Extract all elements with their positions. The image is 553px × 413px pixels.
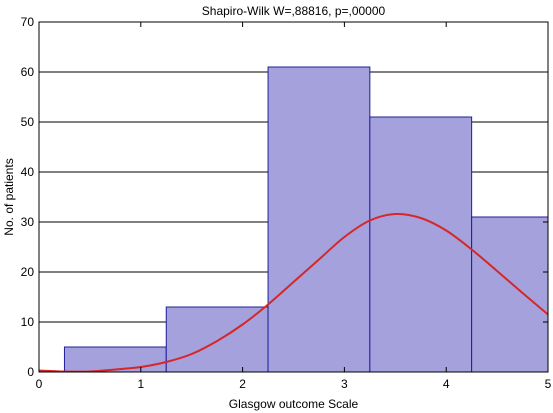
y-tick-label: 0 [27, 365, 34, 379]
x-tick-label: 5 [545, 377, 552, 391]
histogram-bar-1 [63, 346, 167, 372]
y-tick-label: 20 [21, 265, 35, 279]
y-axis-ticks: 0 10 20 30 40 50 60 70 [21, 15, 548, 379]
bars [63, 66, 548, 372]
x-tick-label: 4 [443, 377, 450, 391]
fit-curve-layer [39, 212, 548, 372]
histogram-bar-3 [267, 66, 371, 372]
y-tick-label: 30 [21, 215, 35, 229]
y-tick-label: 60 [21, 65, 35, 79]
y-axis-label: No. of patients [2, 158, 16, 235]
y-tick-label: 40 [21, 165, 35, 179]
x-axis-label: Glasgow outcome Scale [229, 397, 359, 411]
x-axis-ticks: 0 1 2 3 4 5 [36, 22, 552, 391]
y-tick-label: 70 [21, 15, 35, 29]
x-tick-label: 1 [137, 377, 144, 391]
histogram-bar-4 [369, 116, 473, 372]
x-tick-label: 3 [341, 377, 348, 391]
y-tick-label: 50 [21, 115, 35, 129]
x-tick-label: 0 [36, 377, 43, 391]
chart-title: Shapiro-Wilk W=,88816, p=,00000 [202, 4, 386, 18]
y-tick-label: 10 [21, 315, 35, 329]
plot-frame [38, 21, 549, 373]
histogram-bar-5 [471, 216, 548, 372]
x-tick-label: 2 [239, 377, 246, 391]
normal-fit-curve [39, 212, 548, 372]
